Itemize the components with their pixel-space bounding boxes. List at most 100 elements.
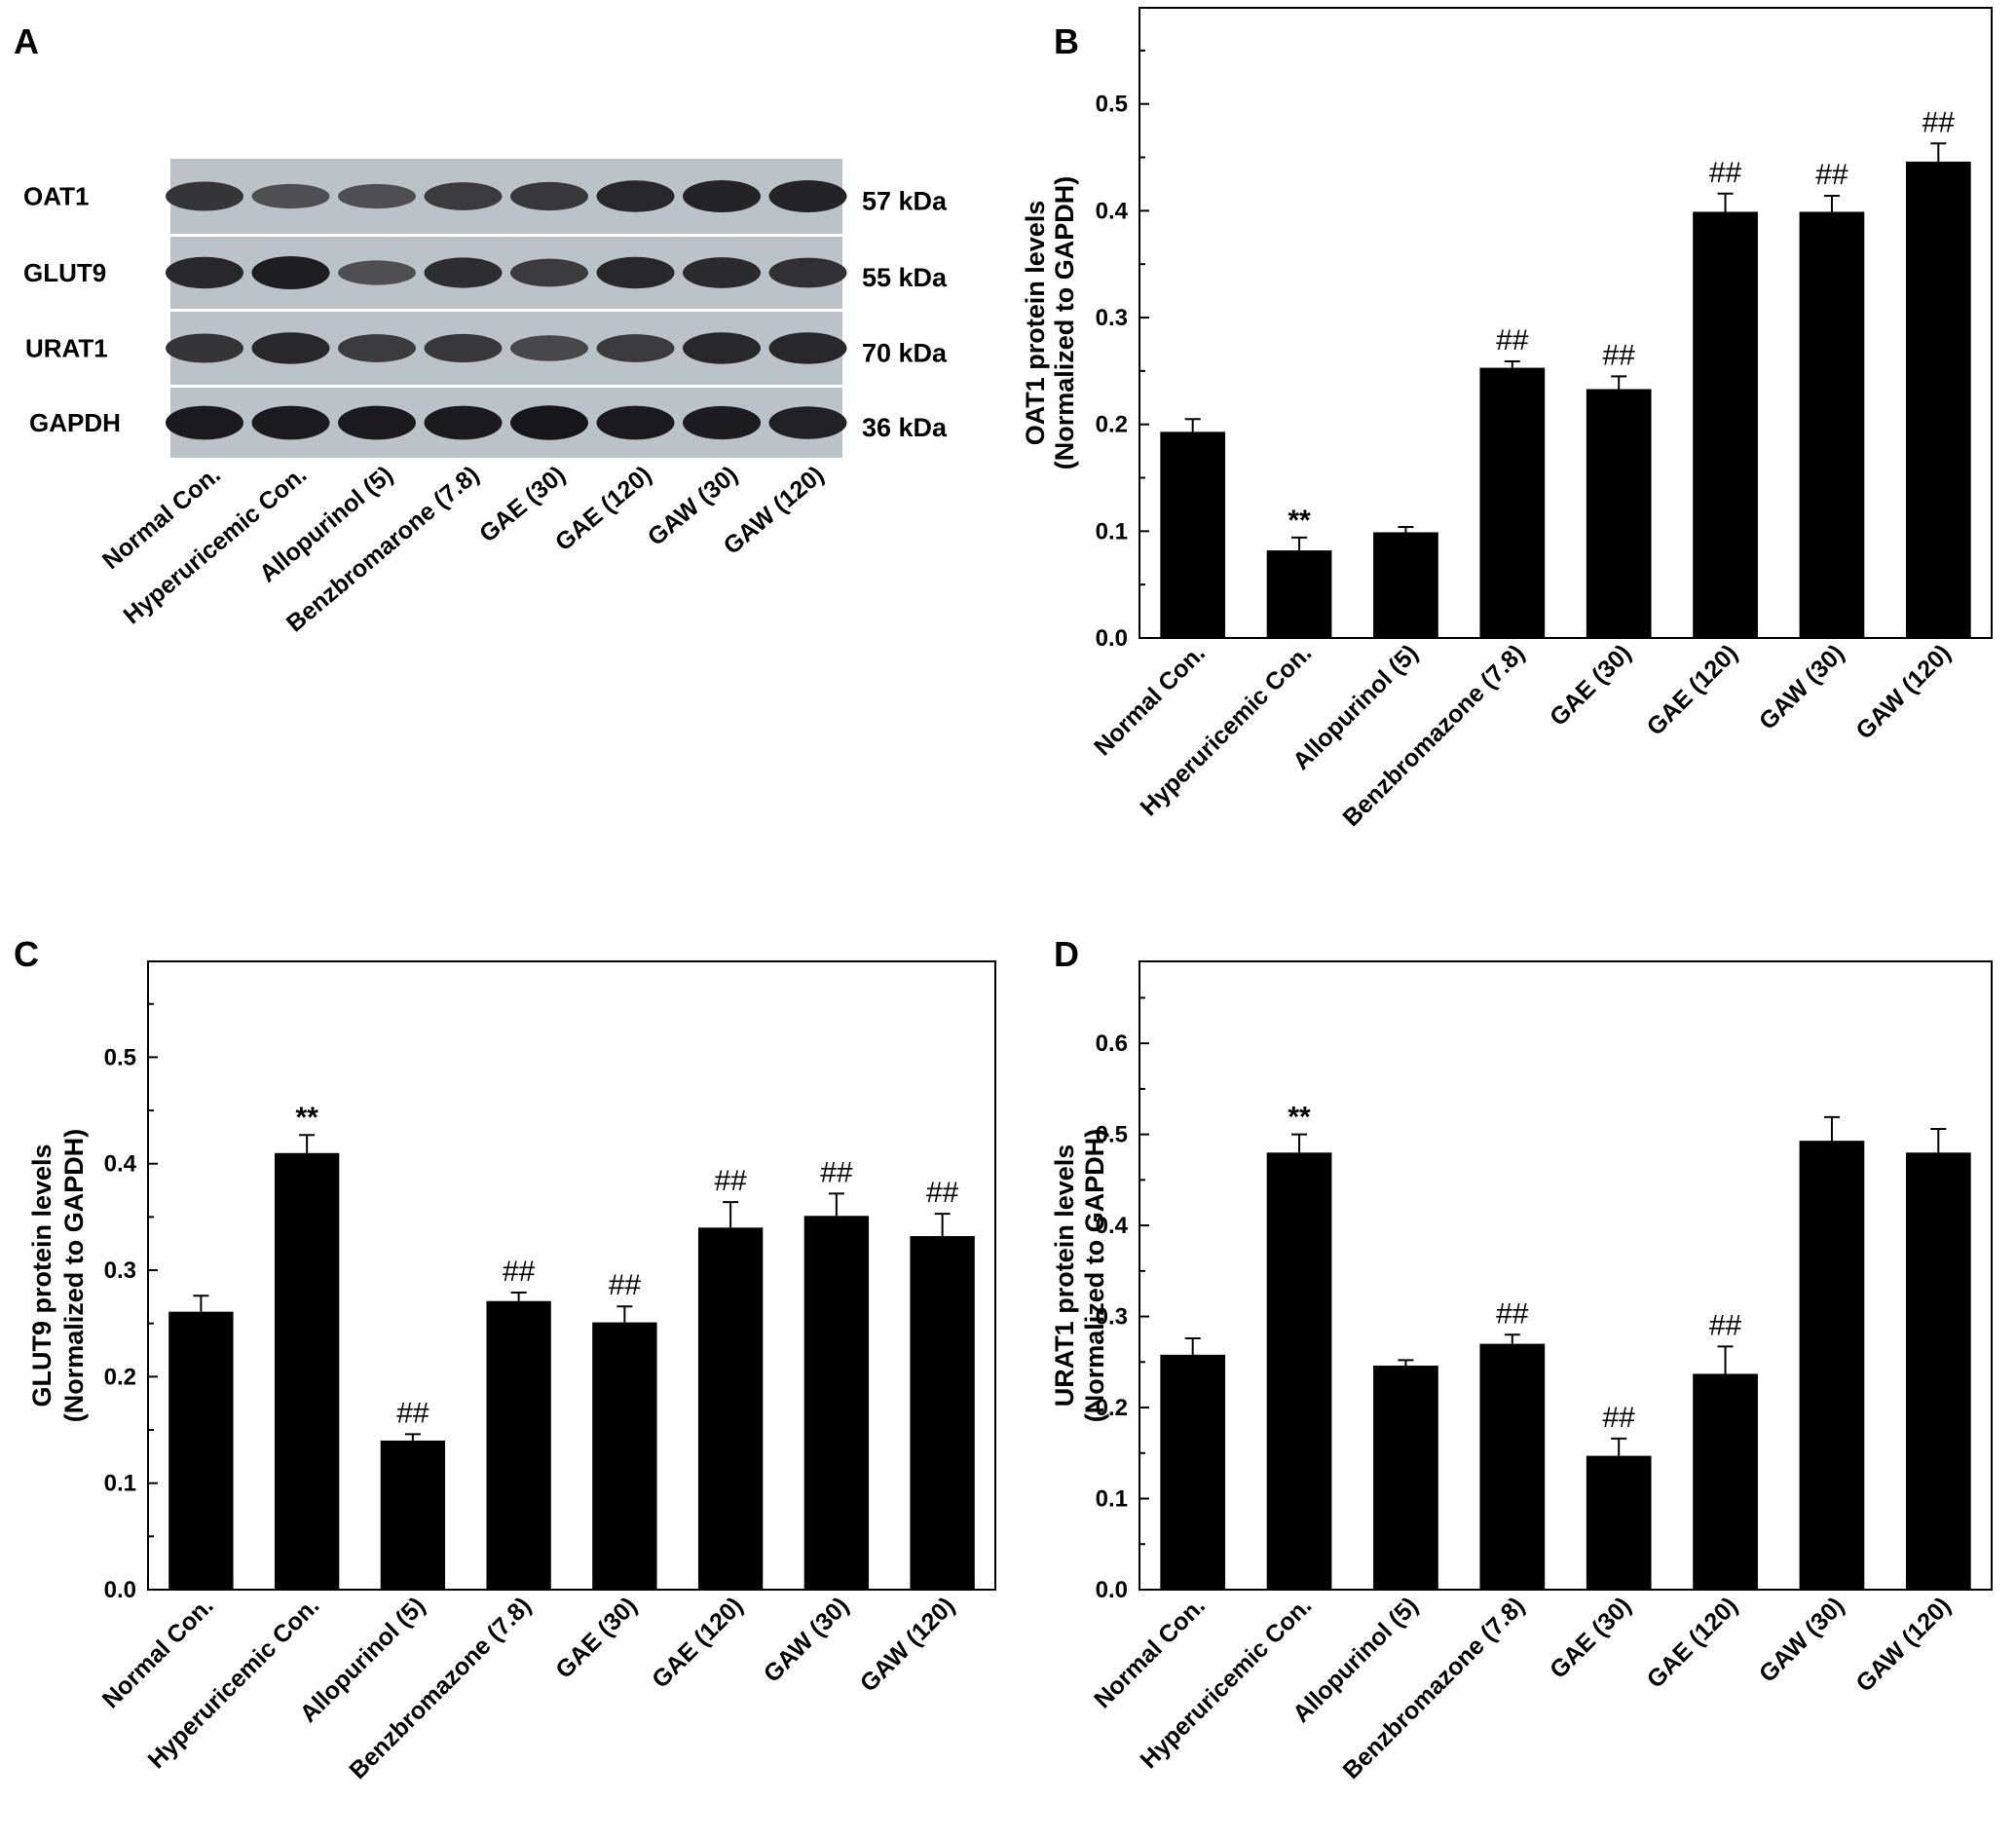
- blot-band: [683, 179, 761, 213]
- category-label: GAW (120): [1850, 639, 1956, 744]
- significance-label: ##: [1815, 159, 1848, 191]
- plot-frame: [1139, 960, 1993, 1591]
- blot-row-oat1: OAT1 57 kDa: [23, 159, 948, 234]
- blot-band: [683, 257, 761, 288]
- bar: [910, 1236, 975, 1590]
- blot-band: [166, 333, 243, 363]
- significance-label: ##: [714, 1165, 747, 1197]
- y-tick-label: 0.3: [1096, 1304, 1128, 1331]
- blot-band: [768, 406, 847, 439]
- blot-band: [251, 332, 330, 364]
- bar: [1905, 161, 1971, 638]
- category-label: GAE (30): [550, 1592, 642, 1683]
- blot-band: [596, 180, 675, 212]
- blot-row-label: GAPDH: [29, 408, 121, 437]
- y-tick-label: 0.4: [1096, 1213, 1129, 1239]
- plot-frame: [147, 960, 996, 1591]
- panel-a-western-blot: A OAT1 57 kDa GLUT9 55 kDa URAT1 70 kDa GAPDH 3…: [14, 21, 948, 637]
- significance-label: ##: [1603, 339, 1636, 371]
- blot-kda-label: 55 kDa: [862, 263, 948, 292]
- category-label: Benzbromazone (7.8): [1337, 1592, 1530, 1784]
- blot-band: [683, 332, 761, 364]
- category-label: GAW (30): [1754, 1592, 1849, 1687]
- blot-band: [338, 183, 416, 209]
- bar: [1479, 367, 1546, 638]
- significance-label: ##: [1709, 1309, 1742, 1341]
- y-axis-title-line1: OAT1 protein levels: [1021, 201, 1050, 446]
- blot-rows: OAT1 57 kDa GLUT9 55 kDa URAT1 70 kDa GAPDH 36 …: [23, 159, 948, 458]
- significance-label: ##: [1496, 1297, 1529, 1330]
- y-tick-label: 0.4: [1096, 198, 1129, 224]
- bar: [168, 1311, 234, 1590]
- significance-label: ##: [503, 1256, 536, 1288]
- blot-row-gapdh: GAPDH 36 kDa: [29, 388, 948, 458]
- category-label: GAE (120): [647, 1592, 748, 1693]
- blot-band: [338, 405, 416, 440]
- category-label: GAW (120): [1850, 1592, 1956, 1697]
- y-tick-label: 0.2: [1096, 412, 1128, 438]
- y-tick-label: 0.2: [104, 1364, 136, 1390]
- bar: [1586, 1455, 1652, 1590]
- category-label: Normal Con.: [1089, 1592, 1211, 1713]
- blot-band: [768, 257, 847, 288]
- significance-label: ##: [820, 1156, 853, 1188]
- blot-kda-label: 57 kDa: [862, 187, 948, 216]
- blot-band: [510, 258, 588, 287]
- category-label: Hyperuricemic Con.: [1135, 639, 1317, 821]
- significance-label: **: [1288, 505, 1311, 537]
- panel-letter: B: [1054, 21, 1079, 61]
- blot-band: [510, 405, 588, 440]
- blot-band: [251, 183, 330, 209]
- y-tick-label: 0.0: [104, 1577, 136, 1603]
- category-label: Normal Con.: [97, 1592, 219, 1713]
- blot-band: [424, 182, 503, 210]
- blot-lane-label: GAE (120): [550, 461, 657, 556]
- bar: [1479, 1343, 1546, 1590]
- y-tick-label: 0.5: [104, 1044, 136, 1070]
- bar: [1160, 1354, 1226, 1590]
- category-label: Benzbromazone (7.8): [1337, 639, 1530, 832]
- blot-band: [338, 260, 416, 285]
- blot-band: [424, 257, 503, 288]
- category-label: Hyperuricemic Con.: [1135, 1592, 1317, 1774]
- bar: [1266, 550, 1332, 638]
- bar: [1586, 389, 1652, 638]
- y-tick-label: 0.0: [1096, 625, 1128, 652]
- bar: [697, 1227, 764, 1590]
- y-tick-label: 0.3: [104, 1257, 136, 1284]
- blot-band: [768, 179, 847, 213]
- bar: [803, 1216, 870, 1590]
- blot-band: [251, 405, 330, 440]
- category-label: GAE (120): [1642, 639, 1743, 740]
- bar: [1799, 211, 1865, 638]
- y-axis-title-line1: GLUT9 protein levels: [27, 1144, 56, 1407]
- blot-row-glut9: GLUT9 55 kDa: [23, 237, 948, 309]
- blot-band: [166, 405, 243, 440]
- significance-label: ##: [609, 1269, 642, 1301]
- category-label: Hyperuricemic Con.: [143, 1592, 325, 1774]
- category-label: GAE (120): [1642, 1592, 1743, 1693]
- blot-band: [338, 334, 416, 362]
- bar: [1693, 1373, 1758, 1590]
- panel-b-oat1-chart: B 0.0 0.1 0.2 0.3 0.4 0.5 OAT1 protein levels (N…: [1021, 7, 1993, 832]
- panel-a-letter: A: [14, 21, 39, 61]
- blot-kda-label: 70 kDa: [862, 339, 948, 368]
- plot-frame: [1139, 7, 1993, 639]
- y-axis-title-line2: (Normalized to GAPDH): [1050, 176, 1079, 470]
- blot-band: [596, 405, 675, 440]
- significance-label: ##: [1496, 324, 1529, 357]
- blot-band: [510, 181, 588, 211]
- bar: [380, 1440, 446, 1590]
- y-tick-label: 0.1: [104, 1471, 136, 1497]
- bar: [1693, 211, 1758, 638]
- blot-band: [166, 256, 243, 289]
- significance-label: ##: [1923, 106, 1956, 138]
- bar: [274, 1152, 340, 1590]
- category-label: GAW (30): [759, 1592, 854, 1687]
- bar: [1160, 432, 1226, 638]
- significance-label: ##: [396, 1397, 429, 1429]
- blot-band: [596, 256, 675, 289]
- blot-band: [510, 335, 588, 361]
- bar: [1799, 1141, 1865, 1590]
- significance-label: ##: [926, 1177, 959, 1209]
